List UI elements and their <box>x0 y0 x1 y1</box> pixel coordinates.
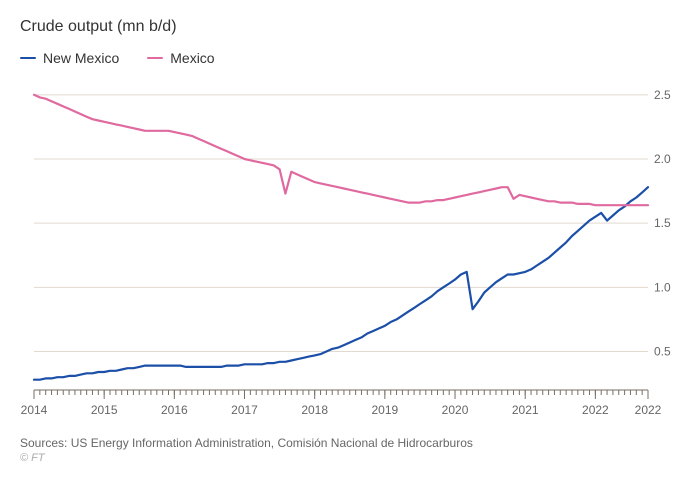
chart-svg: 0.5 1.0 1.5 2.0 2.5 2014 2015 2016 2017 2018 2019 2… <box>20 74 680 424</box>
svg-text:2.0: 2.0 <box>654 152 671 166</box>
svg-text:2015: 2015 <box>91 403 118 417</box>
svg-text:0.5: 0.5 <box>654 345 671 359</box>
svg-text:2020: 2020 <box>442 403 469 417</box>
legend-swatch-1 <box>147 57 163 60</box>
svg-text:2021: 2021 <box>512 403 539 417</box>
chart-subtitle: Crude output (mn b/d) <box>20 18 680 36</box>
svg-text:2.5: 2.5 <box>654 88 671 102</box>
svg-text:1.5: 1.5 <box>654 216 671 230</box>
svg-text:2018: 2018 <box>301 403 328 417</box>
legend-item-1: Mexico <box>147 50 214 66</box>
copyright-line: © FT <box>20 452 680 464</box>
legend-swatch-0 <box>20 57 36 60</box>
source-line: Sources: US Energy Information Administr… <box>20 436 680 450</box>
svg-text:2014: 2014 <box>21 403 48 417</box>
chart-container: Crude output (mn b/d) New Mexico Mexico … <box>0 0 700 500</box>
legend: New Mexico Mexico <box>20 50 680 66</box>
svg-text:2022: 2022 <box>635 403 662 417</box>
svg-text:1.0: 1.0 <box>654 280 671 294</box>
legend-label-1: Mexico <box>170 50 214 66</box>
chart-plot: 0.5 1.0 1.5 2.0 2.5 2014 2015 2016 2017 2018 2019 2… <box>20 74 680 424</box>
svg-text:2017: 2017 <box>231 403 258 417</box>
svg-text:2022: 2022 <box>582 403 609 417</box>
legend-label-0: New Mexico <box>43 50 119 66</box>
legend-item-0: New Mexico <box>20 50 119 66</box>
svg-text:2016: 2016 <box>161 403 188 417</box>
svg-text:2019: 2019 <box>372 403 399 417</box>
